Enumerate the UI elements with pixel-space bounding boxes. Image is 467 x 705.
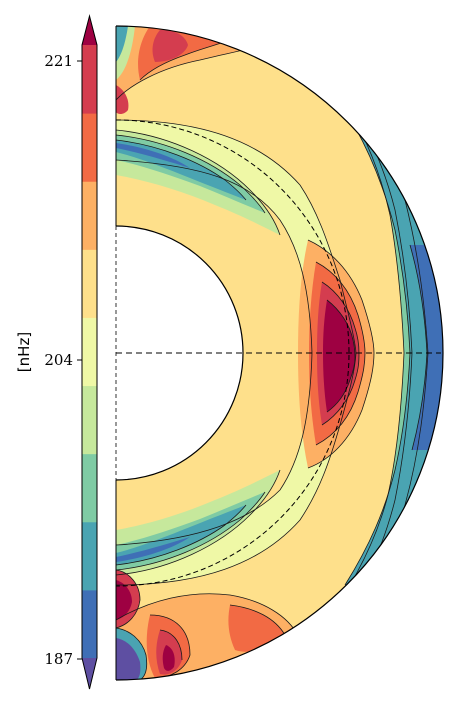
outer-boundary — [115, 25, 444, 681]
colorbar-band — [82, 453, 97, 523]
colorbar-ticks: 221 204 187 — [44, 52, 82, 668]
colorbar-tick-label: 187 — [44, 650, 73, 668]
contour-fill-south-wedge-4 — [116, 537, 190, 562]
colorbar-band — [82, 181, 97, 250]
colorbar-bands — [82, 45, 97, 659]
colorbar-band — [82, 45, 97, 114]
colorbar-band — [82, 521, 97, 591]
contour-fill-north-wedge-4 — [116, 143, 190, 168]
contour-fill-north-band-3 — [152, 30, 188, 62]
contour-fill-north-cap-3 — [116, 85, 129, 115]
colorbar-extend-top — [82, 16, 97, 45]
colorbar: 221 204 187 [nHz] — [15, 14, 98, 690]
colorbar-band — [82, 589, 97, 659]
contour-fill-south-cap-2 — [116, 580, 132, 620]
contour-fill-south-band-2 — [228, 605, 285, 652]
reference-circle — [115, 119, 350, 587]
colorbar-band — [82, 385, 97, 455]
colorbar-band — [82, 317, 97, 387]
colorbar-frame — [81, 14, 98, 690]
contour-fill-north-cap-2 — [116, 26, 128, 62]
contour-fill-south-cap-4 — [116, 638, 141, 680]
contour-fill-midband — [116, 120, 356, 585]
contour-fill-south-band-5 — [162, 645, 175, 671]
colorbar-extend-bottom — [82, 658, 97, 689]
colorbar-tick-label: 221 — [44, 52, 73, 70]
colorbar-band — [82, 113, 97, 182]
colorbar-unit-label: [nHz] — [15, 332, 33, 372]
inner-boundary — [115, 225, 244, 481]
colorbar-band — [82, 249, 97, 318]
colorbar-tick-label: 204 — [44, 351, 73, 369]
contour-fill-eq-4 — [323, 300, 355, 412]
